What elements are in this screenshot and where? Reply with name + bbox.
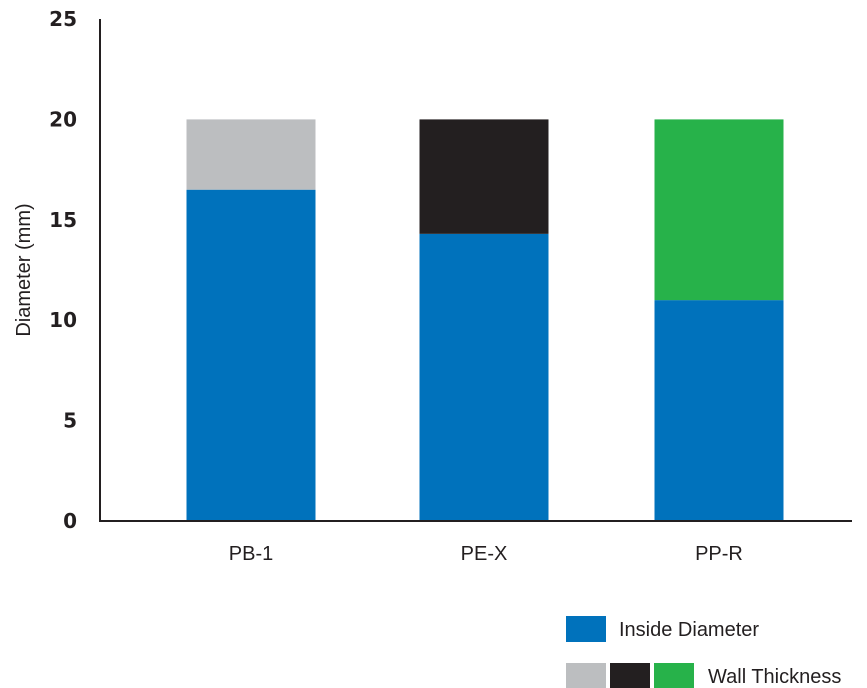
x-tick-label: PE-X [461,543,508,565]
legend: Inside Diameter Wall Thickness [566,616,841,688]
legend-swatch [654,663,694,688]
ticks-layer: 0 5 10 15 20 25 PB-1 PE-X PP-R [49,7,743,565]
bars-layer [186,119,784,521]
y-tick-label: 10 [49,308,77,332]
bar-pb-1-inside-diameter [186,189,316,521]
legend-label: Inside Diameter [619,619,759,641]
bar-pp-r-wall-thickness [654,119,784,301]
y-tick-label: 20 [49,107,77,131]
bar-pb-1-wall-thickness [186,119,316,190]
y-tick-label: 5 [63,409,77,433]
legend-swatch [610,663,650,688]
bar-pe-x-wall-thickness [419,119,549,234]
legend-swatch [566,616,606,642]
y-tick-label: 15 [49,208,77,232]
y-tick-label: 0 [63,509,77,533]
bar-pe-x-inside-diameter [419,233,549,521]
x-tick-label: PB-1 [229,543,273,565]
x-tick-label: PP-R [695,543,743,565]
y-axis-label: Diameter (mm) [13,203,35,336]
axes-layer [99,19,852,522]
bar-pp-r-inside-diameter [654,300,784,521]
legend-label: Wall Thickness [708,666,841,688]
legend-swatch [566,663,606,688]
y-tick-label: 25 [49,7,77,31]
